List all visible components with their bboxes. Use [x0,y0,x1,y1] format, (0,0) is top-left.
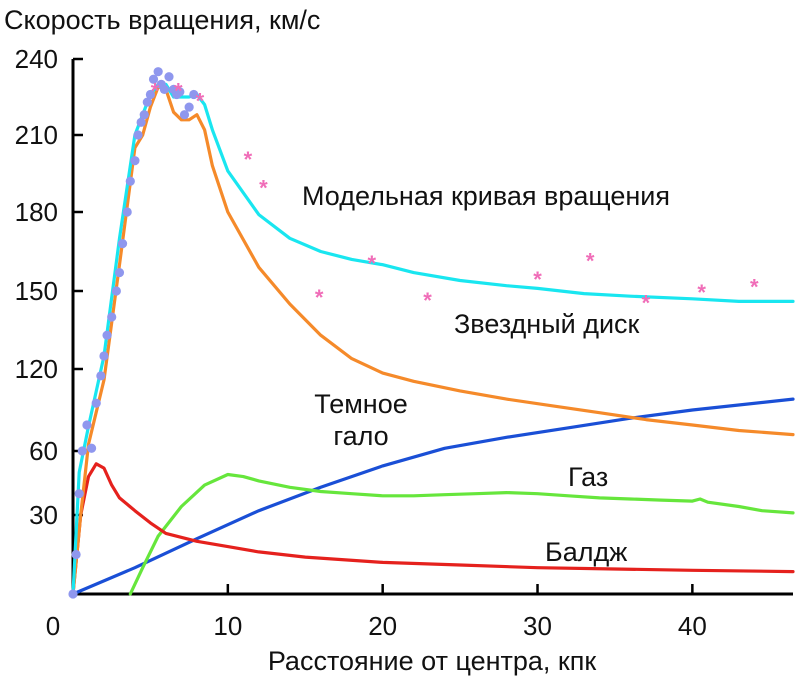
y-tick-label: 180 [15,197,58,227]
observed-point-inner [164,72,174,82]
dark-halo-label-line: гало [333,421,388,451]
observed-point-inner [102,330,112,340]
observed-point-outer: * [642,290,651,315]
observed-point-inner [189,89,199,100]
observed-point-inner [184,102,194,112]
series-line [128,472,795,596]
observed-point-outer: * [151,78,160,103]
observed-point-inner [133,130,143,140]
series-labels: Модельная кривая вращения Звездный диск … [302,181,670,567]
observed-point-inner [175,87,185,97]
observed-points: * * ********* * * [68,67,759,599]
y-tick-label: 120 [15,354,58,384]
y-tick-label: 150 [15,276,58,306]
y-tick-label: 240 [15,44,58,74]
tick-labels: 30 60 120 150 180 210 240 0 10 20 30 40 [15,44,707,641]
x-tick-label: 0 [46,611,60,641]
observed-point-outer: * [586,248,595,273]
observed-point-inner [142,97,152,107]
observed-point-inner [179,110,190,120]
observed-point-outer: * [315,285,324,310]
label-bulge: Балдж [545,537,627,567]
x-axis-title: Расстояние от центра, кпк [268,646,597,676]
label-dark-halo: Темное гало [314,389,408,451]
label-model-curve: Модельная кривая вращения [302,181,670,211]
observed-point-inner [77,446,87,456]
observed-point-inner [82,420,92,430]
observed-point-inner [136,117,146,127]
observed-point-inner [107,312,117,322]
observed-point-outer: * [750,275,759,300]
observed-point-inner [71,549,81,560]
y-tick-label: 60 [29,436,58,466]
observed-point-inner [74,489,84,499]
observed-point-outer: * [244,147,253,172]
observed-point-inner [125,176,135,186]
series-lines [71,82,795,596]
label-gas: Газ [568,462,608,492]
observed-point-inner [114,267,125,278]
observed-point-outer: * [196,89,205,114]
observed-point-inner [91,398,101,408]
observed-point-outer: * [697,280,706,305]
y-tick-label: 210 [15,120,58,150]
x-tick-label: 40 [678,611,707,641]
series-line [71,85,795,596]
series-line [71,397,795,596]
observed-point-inner [68,589,78,599]
observed-point-inner [145,89,156,100]
observed-point-outer: * [423,288,432,313]
y-tick-label: 30 [29,500,58,530]
chart-axes [71,59,793,596]
observed-point-inner [86,443,97,453]
observed-point-outer: * [368,251,377,276]
observed-point-inner [117,239,128,249]
x-tick-label: 20 [368,611,397,641]
series-line [71,462,795,596]
observed-point-inner [122,207,132,217]
observed-point-inner [99,351,109,361]
observed-point-inner [148,74,159,84]
x-tick-label: 30 [523,611,552,641]
observed-point-inner [159,84,169,94]
observed-point-inner [111,286,121,296]
series-line [71,82,795,596]
observed-point-outer: * [174,78,183,103]
observed-point-inner [130,156,140,166]
dark-halo-label-line: Темное [314,389,408,419]
observed-point-inner [139,110,149,120]
observed-point-outer: * [533,267,542,292]
observed-point-inner [96,371,106,381]
label-stellar-disk: Звездный диск [454,309,640,339]
observed-point-inner [153,67,163,77]
observed-point-outer: * [259,175,268,200]
x-tick-label: 10 [213,611,242,641]
y-axis-title: Скорость вращения, км/с [4,5,320,35]
